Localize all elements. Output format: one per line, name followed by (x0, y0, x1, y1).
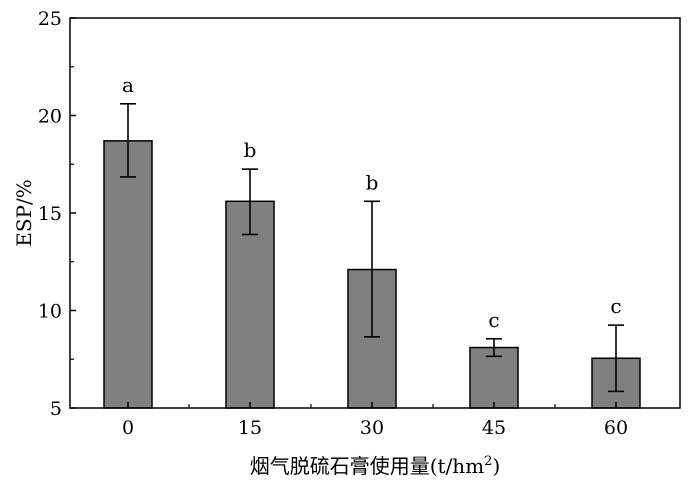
y-tick-label-10: 10 (38, 301, 62, 323)
y-tick-label-20: 20 (38, 106, 62, 128)
x-axis-title-main: 烟气脱硫石膏使用量(t/hm (250, 454, 484, 478)
x-axis-ticks: 0 15 30 45 60 (122, 402, 628, 439)
bar-45 (469, 346, 519, 409)
x-tick-label-30: 30 (360, 417, 384, 439)
significance-letters-layer: a b b c c (122, 73, 622, 332)
x-tick-label-45: 45 (482, 417, 506, 439)
x-axis-title-superscript: 2 (484, 454, 492, 469)
y-tick-label-25: 25 (38, 8, 62, 30)
x-axis-title-suffix: ) (492, 454, 500, 478)
y-tick-label-15: 15 (38, 203, 62, 225)
bar-15 (225, 200, 275, 409)
y-axis-ticks: 5 10 15 20 25 (38, 8, 76, 420)
significance-letter-60: c (610, 294, 621, 318)
significance-letter-15: b (244, 138, 257, 162)
bar-0 (103, 140, 153, 409)
significance-letter-45: c (488, 308, 499, 332)
significance-letter-30: b (366, 170, 379, 194)
x-tick-label-0: 0 (122, 417, 134, 439)
error-bars-layer (120, 103, 624, 393)
x-axis-title: 烟气脱硫石膏使用量(t/hm2) (250, 454, 501, 478)
x-tick-label-15: 15 (238, 417, 262, 439)
y-tick-label-5: 5 (50, 398, 62, 420)
x-tick-label-60: 60 (604, 417, 628, 439)
significance-letter-0: a (122, 73, 134, 97)
y-axis-title: ESP/% (12, 179, 36, 247)
